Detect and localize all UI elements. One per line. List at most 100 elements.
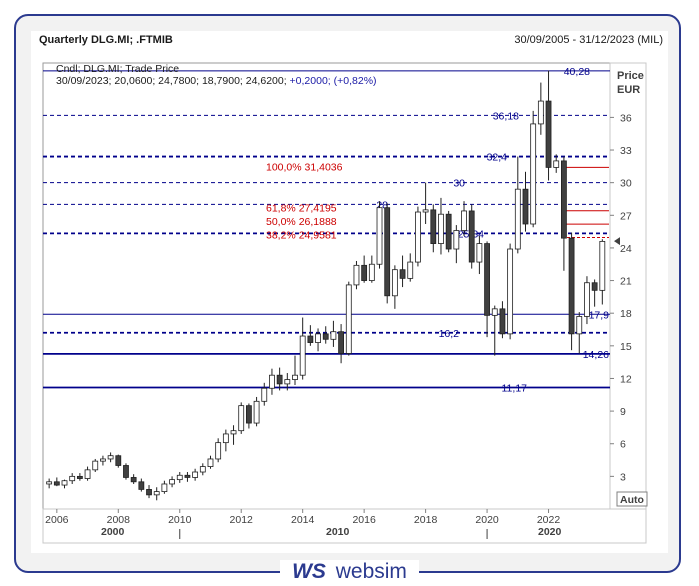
candle-body [499, 308, 506, 335]
candle-body [176, 474, 183, 481]
decade-label-2010: 2010 [326, 526, 350, 538]
fib-label: 100,0% 31,4036 [266, 161, 343, 173]
x-tick-label: 2014 [291, 514, 315, 526]
brand-footer: WS websim [0, 560, 699, 584]
candle-body [445, 213, 452, 250]
y-tick-label: 15 [620, 341, 632, 353]
candle-body [476, 243, 483, 263]
candle-body [230, 430, 237, 435]
candle-body [514, 188, 521, 250]
candle-body [338, 331, 344, 354]
candle-body [153, 491, 160, 496]
x-tick-label: 2012 [230, 514, 254, 526]
decade-label-2000: 2000 [101, 526, 125, 538]
candle-body [507, 248, 514, 335]
candle-body [576, 316, 583, 335]
candle-body [584, 282, 590, 317]
y-tick-label: 27 [620, 210, 632, 222]
x-tick-label: 2006 [45, 514, 69, 526]
y-tick-label: 30 [620, 178, 632, 190]
candle-body [276, 374, 283, 385]
candle-body [261, 387, 268, 402]
candle-body [399, 269, 406, 279]
candle-body [46, 481, 53, 485]
candle-body [345, 284, 352, 354]
currency-label: EUR [617, 84, 640, 96]
candle-body [415, 211, 421, 263]
websim-logo-icon: WS [292, 560, 326, 583]
candle-body [299, 335, 306, 376]
candle-body [361, 264, 368, 281]
candle-body [222, 433, 229, 444]
x-tick-label: 2016 [352, 514, 376, 526]
candle-body [69, 475, 76, 482]
candle-body [199, 466, 206, 473]
candle-body [92, 460, 99, 471]
candle-body [407, 261, 414, 279]
candle-body [284, 379, 291, 385]
candle-body [253, 400, 260, 424]
plot-area[interactable] [42, 62, 611, 510]
bottom-axis-area [42, 508, 647, 544]
y-tick-label: 18 [620, 308, 632, 320]
candle-body [123, 465, 129, 478]
level-label: 14,26 [583, 349, 609, 361]
y-tick-label: 3 [620, 471, 626, 483]
level-label: 16,2 [439, 328, 460, 340]
candle-body [307, 335, 314, 343]
fib-label: 61,8% 27,4195 [266, 203, 337, 215]
candle-body [192, 471, 199, 478]
candle-body [269, 374, 275, 389]
y-tick-label: 36 [620, 112, 632, 124]
candle-body [530, 123, 537, 225]
x-tick-label: 2022 [537, 514, 561, 526]
candle-body [53, 481, 60, 486]
candle-body [100, 458, 106, 462]
candle-body [453, 230, 460, 250]
level-label: 32,4 [487, 152, 508, 164]
y-tick-label: 21 [620, 276, 632, 288]
candle-body [491, 308, 498, 316]
candle-body [315, 333, 321, 343]
y-tick-label: 12 [620, 373, 632, 385]
y-tick-label: 9 [620, 406, 626, 418]
x-tick-label: 2020 [475, 514, 499, 526]
candle-body [353, 264, 360, 286]
levels-layer: 40,2836,1832,4302825,3417,916,214,2611,1… [43, 66, 610, 394]
candle-body [246, 405, 252, 424]
candle-body [438, 213, 444, 244]
candle-body [561, 160, 567, 239]
last-price-marker [614, 237, 620, 246]
candle-body [468, 210, 475, 263]
candle-body [138, 481, 145, 490]
auto-button-box[interactable] [616, 491, 648, 507]
price-axis-label: Price [617, 70, 644, 82]
candle-body [391, 269, 398, 297]
candle-body [461, 210, 467, 231]
candle-body [61, 480, 68, 486]
candle-body [130, 477, 137, 483]
legend-change: +0,2000; (+0,82%) [290, 75, 377, 87]
candle-body [537, 100, 544, 125]
auto-button[interactable]: Auto [620, 494, 644, 506]
candle-body [384, 207, 391, 297]
fib-label: 50,0% 26,1888 [266, 216, 337, 228]
candle-body [84, 469, 91, 479]
legend-ohlc: 30/09/2023; 20,0600; 24,7800; 18,7900; 2… [56, 75, 290, 87]
candle-body [146, 489, 152, 496]
candle-body [368, 263, 375, 281]
candles-layer [46, 70, 606, 501]
level-label: 11,17 [502, 382, 528, 394]
y-tick-label: 24 [620, 243, 632, 255]
chart-title: Quarterly DLG.MI; .FTMIB [39, 34, 173, 46]
candle-body [591, 282, 598, 291]
candle-body [545, 100, 552, 168]
brand-name: websim [335, 560, 407, 583]
candle-body [599, 240, 606, 291]
x-tick-label: 2010 [168, 514, 192, 526]
legend-line-1: Cndl; DLG.MI; Trade Price [56, 63, 179, 75]
candle-body [207, 458, 214, 467]
